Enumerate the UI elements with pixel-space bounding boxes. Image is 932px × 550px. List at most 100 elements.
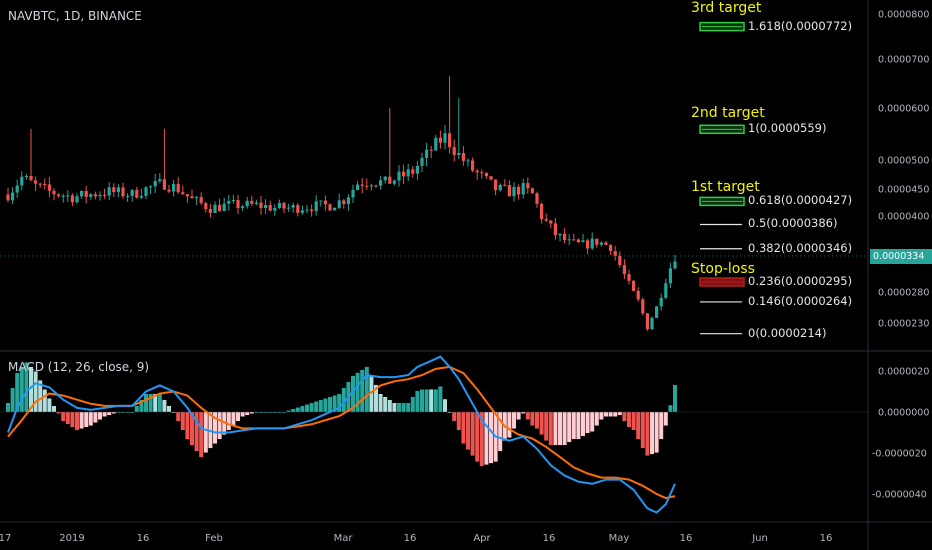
candle-body [310,209,314,212]
candle-body [323,200,327,205]
macd-histogram-bar [429,389,434,412]
candle-body [222,203,226,211]
macd-histogram-bar [305,404,309,412]
macd-title: MACD (12, 26, close, 9) [8,360,150,374]
macd-histogram-bar [525,412,530,420]
macd-histogram-bar [659,412,664,440]
candle-body [11,192,15,201]
candle-body [558,233,562,236]
macd-histogram-bar [217,412,222,440]
candle-body [563,233,567,241]
macd-histogram-bar [162,399,167,412]
macd-histogram-bar [153,393,158,412]
macd-histogram-bar [130,412,135,413]
price-tick-label: 0.0000600 [878,104,929,115]
macd-histogram-bar [466,412,470,450]
candle-body [530,188,534,194]
candle-body [457,153,461,155]
fib-level-label: 0.618(0.0000427) [748,193,853,208]
candle-body [673,261,677,269]
candle-body [351,189,355,198]
candle-body [576,239,580,243]
macd-histogram-bar [548,412,553,446]
candle-body [277,202,281,208]
candle-body [319,200,323,202]
macd-histogram-bar [176,412,181,422]
candle-body [268,205,272,211]
macd-histogram-bar [328,396,332,412]
candle-body [149,186,153,188]
macd-histogram-bar [47,398,52,412]
macd-histogram-bar [295,407,300,412]
macd-histogram-bar [139,399,144,412]
fib-level-label: 0(0.0000214) [748,325,827,340]
candle-body [158,179,162,182]
candle-body [650,317,654,330]
candle-body [282,202,286,209]
candle-body [360,184,364,186]
candle-body [126,195,130,197]
macd-histogram-bar [452,412,457,422]
macd-histogram-bar [645,412,650,456]
macd-histogram-bar [512,412,516,429]
candle-body [425,149,429,158]
candle-body [609,244,613,252]
macd-histogram-bar [599,412,604,420]
macd-histogram-bar [125,412,130,413]
first-target-label: 1st target [691,179,760,195]
candle-body [581,240,585,243]
candle-body [397,171,401,181]
macd-histogram-bar [75,412,79,431]
macd-histogram-bar [401,402,406,412]
macd-histogram-bar [323,398,328,412]
candle-body [333,207,337,211]
candle-body [20,176,24,186]
macd-histogram-bar [199,412,204,458]
candle-body [139,195,143,198]
macd-line [7,355,676,514]
macd-histogram-bar [29,366,33,412]
candle-body [429,149,433,151]
candle-body [204,203,208,210]
time-tick-label: 16 [137,533,150,544]
fib-level-label: 0.236(0.0000295) [748,274,853,288]
candle-body [34,180,38,184]
price-tick-label: 0.0000400 [878,212,929,223]
second-target-label: 2nd target [691,105,765,121]
candle-body [595,238,599,245]
candle-body [411,169,415,174]
macd-histogram-bar [236,412,240,422]
chart-title: NAVBTC, 1D, BINANCE [8,9,142,23]
candle-body [52,190,56,195]
macd-histogram-bar [341,387,346,412]
macd-histogram-bar [378,393,383,412]
macd-histogram-bar [107,412,112,416]
macd-histogram-bar [15,372,20,412]
candle-body [664,283,668,298]
macd-histogram-bar [613,412,618,417]
macd-histogram-bar [254,412,259,413]
candle-body [38,183,42,185]
macd-histogram-bar [332,395,337,412]
candle-body [379,180,383,186]
macd-histogram-bar [19,366,24,412]
candle-body [259,202,263,209]
candle-body [475,170,479,173]
candle-body [415,165,419,174]
macd-histogram-bar [84,412,89,428]
macd-tick-label: 0.0000020 [878,367,929,378]
candle-body [199,197,203,204]
candle-body [618,255,622,266]
macd-histogram-bar [93,412,98,423]
candle-body [342,200,346,205]
candle-body [107,187,111,196]
macd-histogram-bar [10,387,15,412]
candle-body [540,203,544,220]
candle-body [567,239,571,241]
macd-histogram-bar [438,386,443,412]
candle-body [153,181,157,187]
macd-histogram-bar [535,412,539,429]
candle-body [185,194,189,197]
macd-histogram-bar [111,412,116,414]
